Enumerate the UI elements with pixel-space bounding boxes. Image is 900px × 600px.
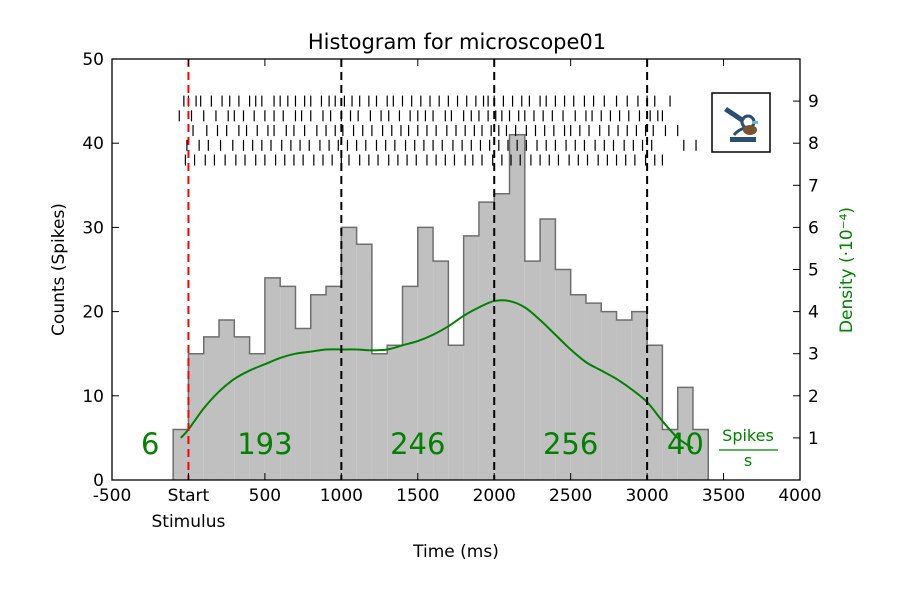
histogram-bar [249,353,265,480]
x-tick-label: 1500 [396,486,439,506]
y-tick-label: 10 [82,387,104,407]
histogram-bar [203,336,220,480]
x-tick-label: 4000 [778,486,821,506]
period-count-label: 256 [543,427,598,461]
y-tick-label: 0 [93,471,104,491]
histogram-bar [433,261,449,480]
microscope-icon [711,92,771,153]
histogram-bar [601,311,617,480]
histogram-bar [662,429,678,480]
histogram-bar [371,353,388,480]
histogram-bar [387,345,403,480]
x-tick-label: 3500 [702,486,745,506]
period-count-label: 6 [141,427,159,461]
histogram-bar [295,328,311,480]
x-axis-label: Time (ms) [412,542,499,562]
y-tick-label: 30 [82,218,104,238]
histogram-bar [280,286,296,480]
histogram-bar [310,294,327,480]
x-tick-label: 1000 [320,486,363,506]
bars [172,134,710,481]
rate-unit-denominator: s [744,451,752,470]
histogram-bar [463,235,479,480]
histogram-bar [356,244,372,480]
y2-tick-label: 7 [808,176,819,196]
histogram-bar [448,345,464,480]
period-counts: 6 193 246 256 40 [141,427,704,461]
histogram-bar [478,202,495,480]
histogram-bar [540,218,556,481]
y2-tick-label: 4 [808,303,819,323]
density-layer [180,299,694,450]
x-tick-sublabel: Stimulus [152,512,226,532]
y2-tick-label: 9 [808,92,819,112]
y2-tick-label: 3 [808,345,819,365]
y2-tick-label: 5 [808,261,819,281]
histogram-bar [173,429,189,480]
histogram-bar [494,193,510,480]
period-count-label: 246 [390,427,445,461]
histogram-bar [585,303,602,480]
raster [178,95,697,166]
histogram-outline [172,134,710,480]
x-tick-label: -500 [93,486,132,506]
period-lines [187,59,649,480]
y-tick-label: 20 [82,303,104,323]
histogram-bar [264,277,281,480]
rate-unit-label: Spikes s [719,426,778,470]
histogram-bar [692,429,709,480]
period-count-label: 193 [237,427,292,461]
chart-title: Histogram for microscope01 [308,30,606,54]
histogram-bar [555,269,571,480]
y-axis-label: Counts (Spikes) [49,203,69,336]
x-tick-label: 2500 [549,486,592,506]
x-tick-label: Start [168,486,210,506]
y2-axis-label: Density (·10⁻⁴) [837,207,857,333]
density-curve [180,299,694,450]
axes: -500 Start 500 1000 1500 2000 2500 3000 3500 4000… [49,50,857,562]
x-tick-label: 3000 [625,486,668,506]
histogram-bar [188,353,204,480]
histogram-bar [524,261,541,480]
x-tick-label: 500 [249,486,281,506]
histogram-bar [402,286,418,480]
y2-tick-label: 8 [808,134,819,154]
y-tick-label: 50 [82,50,104,70]
rate-unit-numerator: Spikes [722,426,774,445]
histogram-bar [677,387,693,480]
histogram-bar [509,134,525,480]
y2-tick-label: 6 [808,218,819,238]
histogram-bar [417,227,434,480]
histogram-bar [326,286,342,480]
y2-tick-label: 1 [808,429,819,449]
y2-tick-label: 2 [808,387,819,407]
histogram-bar [341,227,357,480]
histogram-bar [570,294,586,480]
y-tick-label: 40 [82,134,104,154]
histogram-bar [616,320,632,480]
period-count-label: 40 [667,427,704,461]
x-tick-label: 2000 [473,486,516,506]
histogram-bar [219,320,235,480]
